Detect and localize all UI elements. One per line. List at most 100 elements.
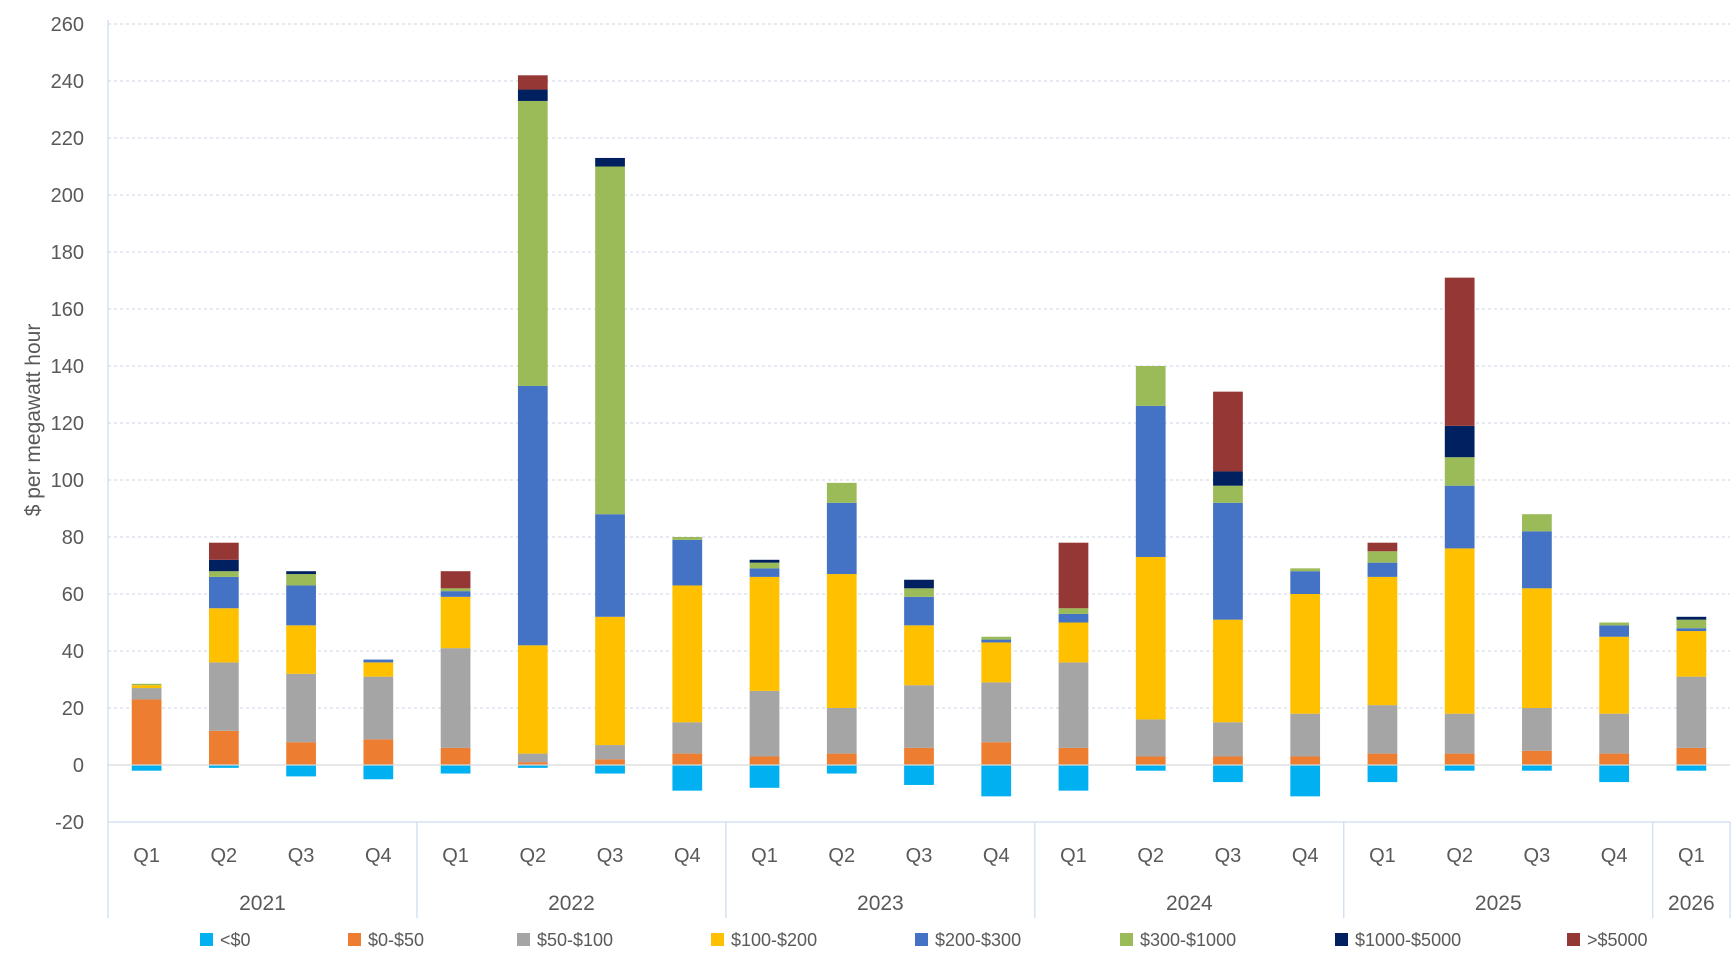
bar-segment xyxy=(672,722,703,754)
quarter-label: Q4 xyxy=(674,845,701,867)
bar-segment xyxy=(981,682,1012,743)
legend-swatch xyxy=(1120,933,1133,946)
bar-segment xyxy=(1444,753,1475,765)
bar-segment xyxy=(1522,514,1552,532)
bar-segment xyxy=(1058,608,1089,614)
bar-segment xyxy=(1599,765,1630,783)
legend-swatch xyxy=(711,933,724,946)
bar-segment xyxy=(1676,631,1707,677)
bar-segment xyxy=(517,762,548,765)
bar-segment xyxy=(1213,391,1243,472)
legend-swatch xyxy=(348,933,361,946)
bar-segment xyxy=(1599,636,1630,714)
bar-segment xyxy=(440,588,471,592)
bar-segment xyxy=(1213,502,1243,620)
bar-segment xyxy=(1522,531,1552,589)
bar-segment xyxy=(1599,713,1630,754)
bar-segment xyxy=(904,747,934,765)
bar-segment xyxy=(1367,576,1398,706)
bar-segment xyxy=(1213,619,1243,723)
bar-segment xyxy=(286,574,316,586)
bar-segment xyxy=(1135,719,1166,757)
bar-segment xyxy=(363,676,394,740)
legend-swatch xyxy=(1567,933,1580,946)
bar-segment xyxy=(595,616,625,746)
bar-segment xyxy=(517,75,548,90)
bar-segment xyxy=(1444,548,1475,714)
bar-segment xyxy=(1213,485,1243,503)
axis-layer: -20 0 20 40 60 80 100 120 140 160 180 200 220 240 260 Q… xyxy=(51,14,1731,918)
bar-segment xyxy=(1135,405,1166,557)
quarter-label: Q4 xyxy=(983,845,1010,867)
bar-segment xyxy=(1522,750,1552,765)
bar-segment xyxy=(826,708,857,754)
bar-segment xyxy=(1522,708,1552,751)
bar-segment xyxy=(440,648,471,748)
bar-segment xyxy=(208,765,239,768)
bar-segment xyxy=(517,100,548,386)
bar-segment xyxy=(981,765,1012,797)
bar-segment xyxy=(1367,705,1398,754)
quarter-label: Q4 xyxy=(365,845,392,867)
bars-layer xyxy=(131,75,1707,797)
year-label: 2025 xyxy=(1475,892,1522,915)
legend-label: $1000-$5000 xyxy=(1355,930,1461,950)
bar-segment xyxy=(517,89,548,101)
bar-segment xyxy=(286,571,316,575)
quarter-label: Q4 xyxy=(1601,845,1628,867)
legend-label: $300-$1000 xyxy=(1140,930,1236,950)
quarter-label: Q1 xyxy=(1369,845,1396,867)
bar-segment xyxy=(1676,628,1707,632)
bar-segment xyxy=(208,730,239,765)
bar-segment xyxy=(1058,622,1089,663)
bar-segment xyxy=(286,742,316,765)
y-tick-label: -20 xyxy=(55,812,84,834)
bar-segment xyxy=(826,502,857,575)
bar-segment xyxy=(749,756,780,765)
bar-segment xyxy=(1058,542,1089,609)
bar-segment xyxy=(517,645,548,754)
bar-segment xyxy=(1213,765,1243,783)
bar-segment xyxy=(749,765,780,788)
bar-segment xyxy=(1135,756,1166,765)
y-tick-label: 240 xyxy=(51,71,84,93)
y-tick-label: 140 xyxy=(51,356,84,378)
y-tick-label: 220 xyxy=(51,128,84,150)
bar-segment xyxy=(904,588,934,597)
bar-segment xyxy=(1213,722,1243,757)
bar-segment xyxy=(1676,747,1707,765)
bar-segment xyxy=(981,742,1012,765)
quarter-label: Q2 xyxy=(1446,845,1473,867)
bar-segment xyxy=(981,636,1012,640)
bar-segment xyxy=(981,642,1012,683)
bar-segment xyxy=(1367,551,1398,563)
bar-segment xyxy=(595,166,625,515)
bar-segment xyxy=(1290,713,1321,757)
bar-segment xyxy=(1058,662,1089,748)
bar-segment xyxy=(1290,571,1321,594)
legend-label: $50-$100 xyxy=(537,930,613,950)
bar-segment xyxy=(1058,765,1089,791)
bar-segment xyxy=(363,765,394,780)
bar-segment xyxy=(1135,366,1166,406)
bar-segment xyxy=(749,559,780,563)
bar-segment xyxy=(1444,457,1475,486)
quarter-label: Q1 xyxy=(751,845,778,867)
bar-segment xyxy=(1290,756,1321,765)
year-label: 2021 xyxy=(239,892,286,915)
bar-segment xyxy=(440,571,471,589)
bar-segment xyxy=(286,673,316,743)
bar-segment xyxy=(208,559,239,572)
quarter-label: Q1 xyxy=(442,845,469,867)
bar-segment xyxy=(1522,588,1552,708)
bar-segment xyxy=(1599,622,1630,626)
bar-segment xyxy=(904,625,934,686)
bar-segment xyxy=(749,576,780,691)
bar-segment xyxy=(904,579,934,589)
legend-swatch xyxy=(517,933,530,946)
bar-segment xyxy=(208,608,239,663)
bar-segment xyxy=(749,568,780,577)
year-label: 2023 xyxy=(857,892,904,915)
bar-segment xyxy=(1367,765,1398,783)
bar-segment xyxy=(208,576,239,609)
